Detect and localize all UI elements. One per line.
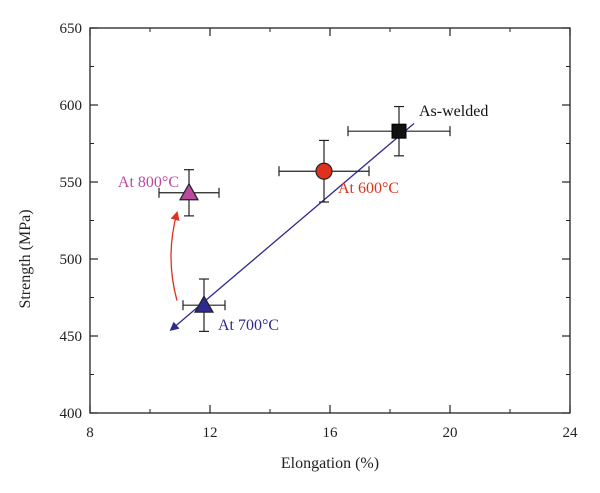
triangle-marker (193, 294, 215, 313)
square-marker (391, 123, 407, 139)
x-tick-label: 16 (323, 425, 339, 441)
data-point-group: At 700°C (182, 278, 279, 334)
y-axis-label: Strength (MPa) (17, 209, 34, 308)
data-point-group: At 800°C (118, 169, 220, 217)
point-label: At 700°C (218, 317, 279, 334)
data-points: As-welded At 600°C At 700°C At 800°C (118, 103, 488, 334)
x-tick-label: 12 (203, 425, 218, 441)
x-tick-label: 24 (563, 425, 579, 441)
x-tick-label: 20 (443, 425, 458, 441)
arrows (169, 122, 415, 332)
data-point-group: As-welded (347, 103, 488, 157)
circle-marker (315, 162, 333, 180)
point-label: At 600°C (338, 180, 399, 197)
y-tick-label: 450 (60, 329, 83, 345)
ticks: 8 12 16 20 24 400 450 500 550 600 650 (60, 21, 579, 441)
data-point-group: At 600°C (278, 139, 399, 203)
trend-arrow (169, 122, 415, 332)
point-label: As-welded (419, 103, 488, 120)
x-axis-label: Elongation (%) (281, 455, 379, 472)
x-tick-label: 8 (86, 425, 94, 441)
y-tick-label: 600 (60, 98, 83, 114)
triangle-marker (178, 182, 200, 201)
y-tick-label: 500 (60, 252, 83, 268)
point-label: At 800°C (118, 174, 179, 191)
y-tick-label: 650 (60, 21, 83, 37)
plot-frame (89, 27, 571, 414)
axes (89, 27, 571, 414)
y-tick-label: 550 (60, 175, 83, 191)
y-tick-label: 400 (60, 406, 83, 422)
transition-arrow-curved (170, 211, 180, 301)
